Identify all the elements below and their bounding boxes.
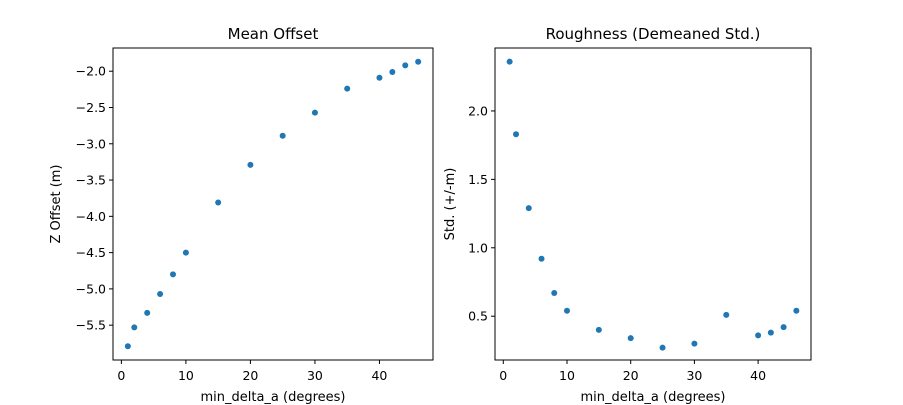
roughness-panel: 0 10 20 30 40 0.5 1.0 1.5 2.0 Roughness (Demeaned… bbox=[443, 25, 812, 405]
roughness-point-10 bbox=[723, 311, 730, 318]
roughness-point-4 bbox=[551, 289, 558, 296]
roughness-y-tick-label-0: 0.5 bbox=[468, 309, 488, 324]
mean-offset-y-tick-label-0: −2.0 bbox=[76, 64, 106, 79]
roughness-point-1 bbox=[513, 131, 520, 138]
mean-offset-point-5 bbox=[182, 249, 189, 256]
mean-offset-point-1 bbox=[131, 324, 138, 331]
mean-offset-point-7 bbox=[247, 161, 254, 168]
roughness-point-12 bbox=[767, 329, 774, 336]
mean-offset-point-12 bbox=[389, 68, 396, 75]
roughness-y-axis-label: Std. (+/-m) bbox=[443, 168, 458, 241]
mean-offset-x-tick-label-3: 30 bbox=[307, 368, 323, 383]
mean-offset-point-6 bbox=[215, 199, 222, 206]
mean-offset-point-10 bbox=[344, 85, 351, 92]
roughness-y-tick-label-3: 2.0 bbox=[468, 103, 488, 118]
roughness-point-7 bbox=[627, 335, 634, 342]
roughness-point-9 bbox=[691, 340, 698, 347]
mean-offset-point-4 bbox=[170, 271, 176, 278]
roughness-x-tick-label-4: 40 bbox=[750, 368, 766, 383]
roughness-axes-frame bbox=[494, 47, 812, 361]
roughness-x-tick-label-3: 30 bbox=[686, 368, 702, 383]
mean-offset-x-tick-label-1: 10 bbox=[178, 368, 194, 383]
mean-offset-point-14 bbox=[415, 58, 422, 65]
roughness-point-14 bbox=[793, 307, 800, 314]
roughness-y-tick-label-1: 1.0 bbox=[468, 240, 488, 255]
mean-offset-x-tick-label-2: 20 bbox=[242, 368, 258, 383]
mean-offset-axes-frame bbox=[112, 47, 434, 361]
roughness-point-13 bbox=[780, 324, 787, 331]
mean-offset-y-axis-label: Z Offset (m) bbox=[49, 164, 64, 243]
roughness-x-axis-label: min_delta_a (degrees) bbox=[580, 390, 725, 405]
roughness-y-tick-label-2: 1.5 bbox=[468, 172, 488, 187]
mean-offset-x-tick-label-0: 0 bbox=[117, 368, 125, 383]
mean-offset-y-tick-label-2: −3.0 bbox=[76, 136, 106, 151]
mean-offset-y-tick-label-7: −5.5 bbox=[76, 318, 106, 333]
roughness-point-8 bbox=[659, 344, 666, 351]
mean-offset-y-tick-label-3: −3.5 bbox=[76, 173, 106, 188]
mean-offset-y-tick-label-1: −2.5 bbox=[76, 100, 106, 115]
roughness-point-6 bbox=[595, 326, 602, 333]
mean-offset-title: Mean Offset bbox=[228, 25, 319, 43]
roughness-x-tick-label-1: 10 bbox=[559, 368, 575, 383]
roughness-point-2 bbox=[525, 205, 532, 212]
mean-offset-point-8 bbox=[279, 132, 286, 139]
mean-offset-panel: 0 10 20 30 40 −2.0 −2.5 −3.0 −3.5 −4.0 −4.5 −5.0 −5.… bbox=[49, 25, 434, 405]
mean-offset-point-0 bbox=[124, 343, 131, 350]
mean-offset-point-3 bbox=[157, 290, 164, 297]
mean-offset-y-tick-label-4: −4.0 bbox=[76, 209, 106, 224]
roughness-point-5 bbox=[563, 307, 570, 314]
roughness-x-tick-label-0: 0 bbox=[499, 368, 507, 383]
mean-offset-x-axis-label: min_delta_a (degrees) bbox=[200, 390, 345, 405]
roughness-title: Roughness (Demeaned Std.) bbox=[546, 25, 761, 43]
mean-offset-point-13 bbox=[402, 62, 409, 69]
roughness-point-3 bbox=[538, 255, 545, 262]
mean-offset-y-tick-label-5: −4.5 bbox=[76, 245, 106, 260]
mean-offset-x-tick-label-4: 40 bbox=[371, 368, 387, 383]
mean-offset-point-9 bbox=[311, 109, 318, 116]
mean-offset-y-tick-label-6: −5.0 bbox=[76, 281, 106, 296]
roughness-point-11 bbox=[755, 332, 762, 339]
roughness-x-tick-label-2: 20 bbox=[623, 368, 639, 383]
mean-offset-point-2 bbox=[144, 309, 151, 316]
mean-offset-point-11 bbox=[376, 74, 383, 81]
roughness-point-0 bbox=[506, 58, 513, 65]
